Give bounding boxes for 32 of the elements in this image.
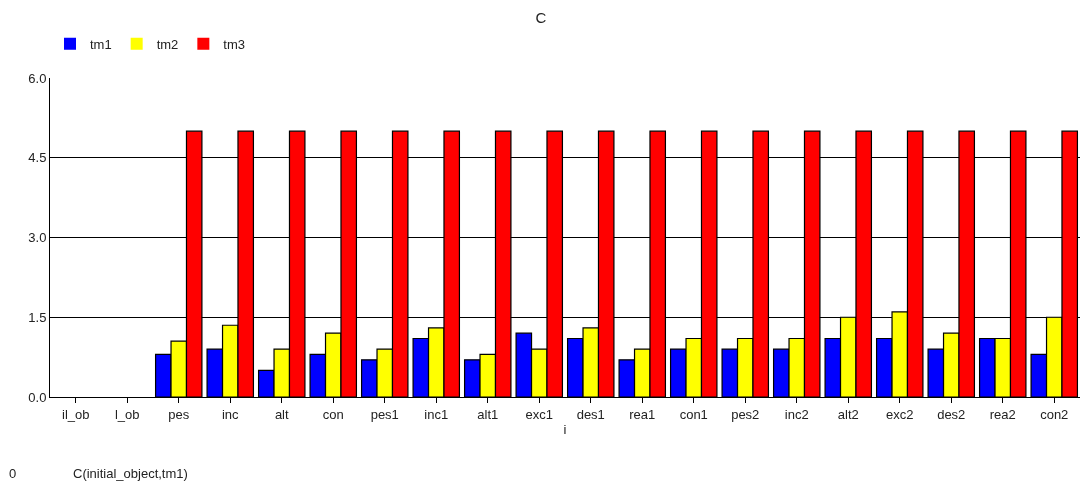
text: 0 [9,466,17,481]
x-tick-label: des2 [937,406,966,422]
x-tick-label: con [322,406,344,422]
y-tick-label: 3.0 [28,230,47,246]
y-tick-label: 0.0 [28,389,47,405]
x-tick-label: pes2 [731,406,760,422]
y-tick-label: 4.5 [28,150,47,166]
y-tick-label: 1.5 [28,309,47,325]
x-tick-label: con1 [679,406,708,422]
x-tick-label: alt1 [477,406,499,422]
chart-title: C [535,8,547,26]
x-tick-label: inc [221,406,240,422]
x-tick-label: alt [274,406,289,422]
text: C(initial_object,tm1) [73,466,188,481]
x-tick-label: il_ob [62,406,90,422]
x-tick-label: inc2 [784,406,809,422]
x-tick-label: alt2 [837,406,859,422]
x-tick-label: rea1 [629,406,656,422]
x-tick-label: pes1 [370,406,399,422]
x-tick-label: exc2 [886,406,914,422]
legend-label: tm3 [223,36,246,52]
x-tick-label: inc1 [424,406,449,422]
x-tick-label: con2 [1040,406,1069,422]
x-tick-label: l_ob [114,406,140,422]
x-tick-label: des1 [576,406,605,422]
x-tick-label: pes [168,406,190,422]
x-tick-label: exc1 [525,406,553,422]
x-tick-label: rea2 [989,406,1016,422]
x-axis-title: i [563,422,567,438]
legend-label: tm2 [156,36,179,52]
legend-label: tm1 [90,36,112,52]
y-tick-label: 6.0 [28,70,47,86]
